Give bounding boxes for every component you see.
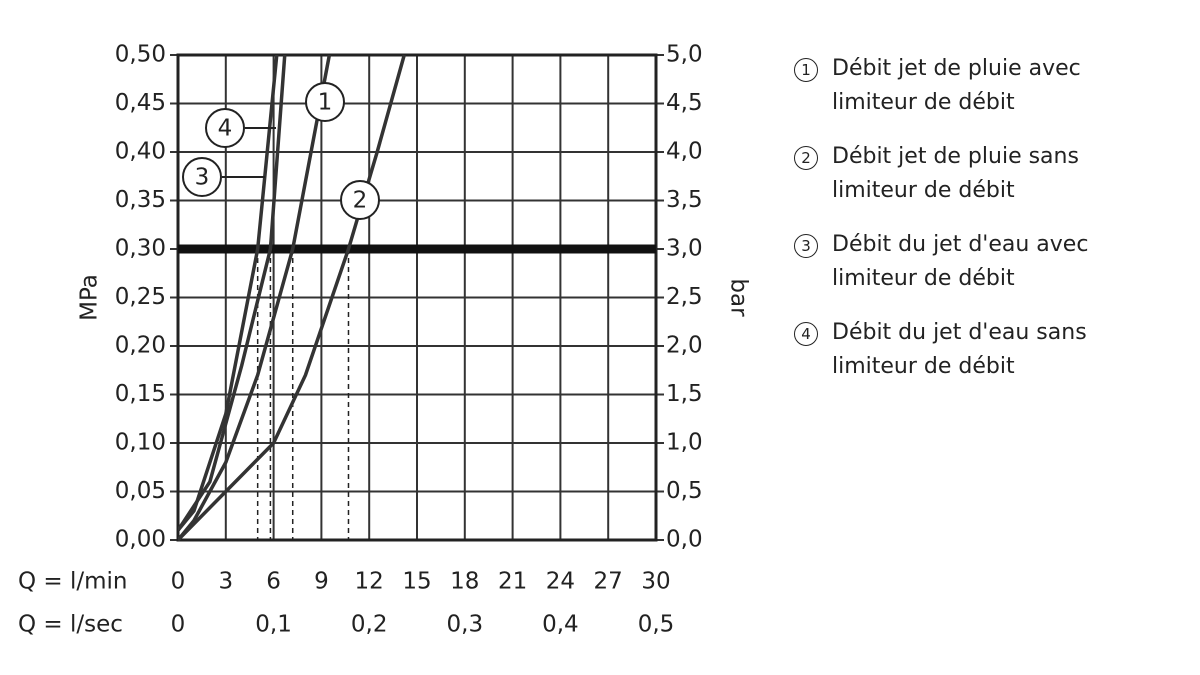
legend-text: Débit du jet d'eau sans limiteur de débi… <box>832 320 1087 379</box>
curve-label: 3 <box>195 165 210 191</box>
y-tick-label: 0,45 <box>115 90 166 116</box>
legend-number: 1 <box>794 58 818 82</box>
legend-text: Débit jet de pluie avec limiteur de débi… <box>832 56 1081 115</box>
y2-tick-label: 3,0 <box>666 236 703 262</box>
y-tick-label: 0,40 <box>115 139 166 165</box>
x-tick-label: 27 <box>594 569 623 595</box>
series-line <box>178 54 287 532</box>
legend-text: Débit du jet d'eau avec limiteur de débi… <box>832 232 1089 291</box>
y2-tick-label: 3,5 <box>666 187 703 213</box>
legend-item: 4 Débit du jet d'eau sans limiteur de déb… <box>790 316 1190 384</box>
curve-label: 4 <box>218 116 233 142</box>
chart: 0 3 6 9 12 15 18 21 24 27 300 0,1 0,2 0,3 0,4 0,50,000,… <box>18 42 752 638</box>
x-tick-label: 12 <box>355 569 384 595</box>
x2-tick-label: 0,2 <box>351 612 388 638</box>
curve-label-circle <box>205 108 245 148</box>
y-tick-label: 0,25 <box>115 284 166 310</box>
y-tick-label: 0,35 <box>115 187 166 213</box>
legend-item: 1 Débit jet de pluie avec limiteur de déb… <box>790 52 1190 120</box>
x-tick-label: 3 <box>218 569 233 595</box>
y-tick-label: 0,00 <box>115 527 166 553</box>
legend-item: 3 Débit du jet d'eau avec limiteur de déb… <box>790 228 1190 296</box>
legend-number: 4 <box>794 322 818 346</box>
y-tick-label: 0,20 <box>115 333 166 359</box>
x2-tick-label: 0,4 <box>542 612 579 638</box>
x2-tick-label: 0,5 <box>638 612 675 638</box>
x-tick-label: 6 <box>266 569 281 595</box>
x2-tick-label: 0,1 <box>255 612 292 638</box>
curve-label-circle <box>340 180 380 220</box>
y-tick-label: 0,50 <box>115 42 166 68</box>
curve-label-circle <box>305 82 345 122</box>
y2-tick-label: 4,0 <box>666 139 703 165</box>
y2-tick-label: 1,0 <box>666 430 703 456</box>
x-tick-label: 24 <box>546 569 575 595</box>
y2-tick-label: 0,0 <box>666 527 703 553</box>
x-tick-label: 21 <box>498 569 527 595</box>
y2-axis-label: bar <box>726 278 752 317</box>
y-tick-label: 0,05 <box>115 478 166 504</box>
y-tick-label: 0,30 <box>115 236 166 262</box>
x-tick-label: 18 <box>450 569 479 595</box>
curve-label: 1 <box>318 90 333 116</box>
y2-tick-label: 0,5 <box>666 478 703 504</box>
y2-tick-label: 1,5 <box>666 381 703 407</box>
y2-tick-label: 2,0 <box>666 333 703 359</box>
series-line <box>178 54 406 542</box>
x-tick-label: 9 <box>314 569 329 595</box>
x-tick-label: 15 <box>402 569 431 595</box>
legend-item: 2 Débit jet de pluie sans limiteur de déb… <box>790 140 1190 208</box>
x-tick-label: 0 <box>171 569 186 595</box>
legend-number: 2 <box>794 146 818 170</box>
y-tick-label: 0,10 <box>115 430 166 456</box>
y2-tick-label: 2,5 <box>666 284 703 310</box>
y2-tick-label: 4,5 <box>666 90 703 116</box>
legend-text: Débit jet de pluie sans limiteur de débi… <box>832 144 1079 203</box>
curve-label-circle <box>182 157 222 197</box>
y-tick-label: 0,15 <box>115 381 166 407</box>
curve-label: 2 <box>353 188 368 214</box>
x2-tick-label: 0,3 <box>447 612 484 638</box>
x-tick-label: 30 <box>641 569 670 595</box>
series-line <box>178 54 279 532</box>
y2-tick-label: 5,0 <box>666 42 703 68</box>
y-axis-label: MPa <box>77 274 103 321</box>
x2-tick-label: 0 <box>171 612 186 638</box>
x2-axis-label: Q = l/sec <box>18 612 123 638</box>
x-axis-label: Q = l/min <box>18 569 128 595</box>
legend-number: 3 <box>794 234 818 258</box>
plot-frame <box>176 53 658 542</box>
legend: 1 Débit jet de pluie avec limiteur de déb… <box>790 52 1190 404</box>
series-line <box>178 54 332 542</box>
